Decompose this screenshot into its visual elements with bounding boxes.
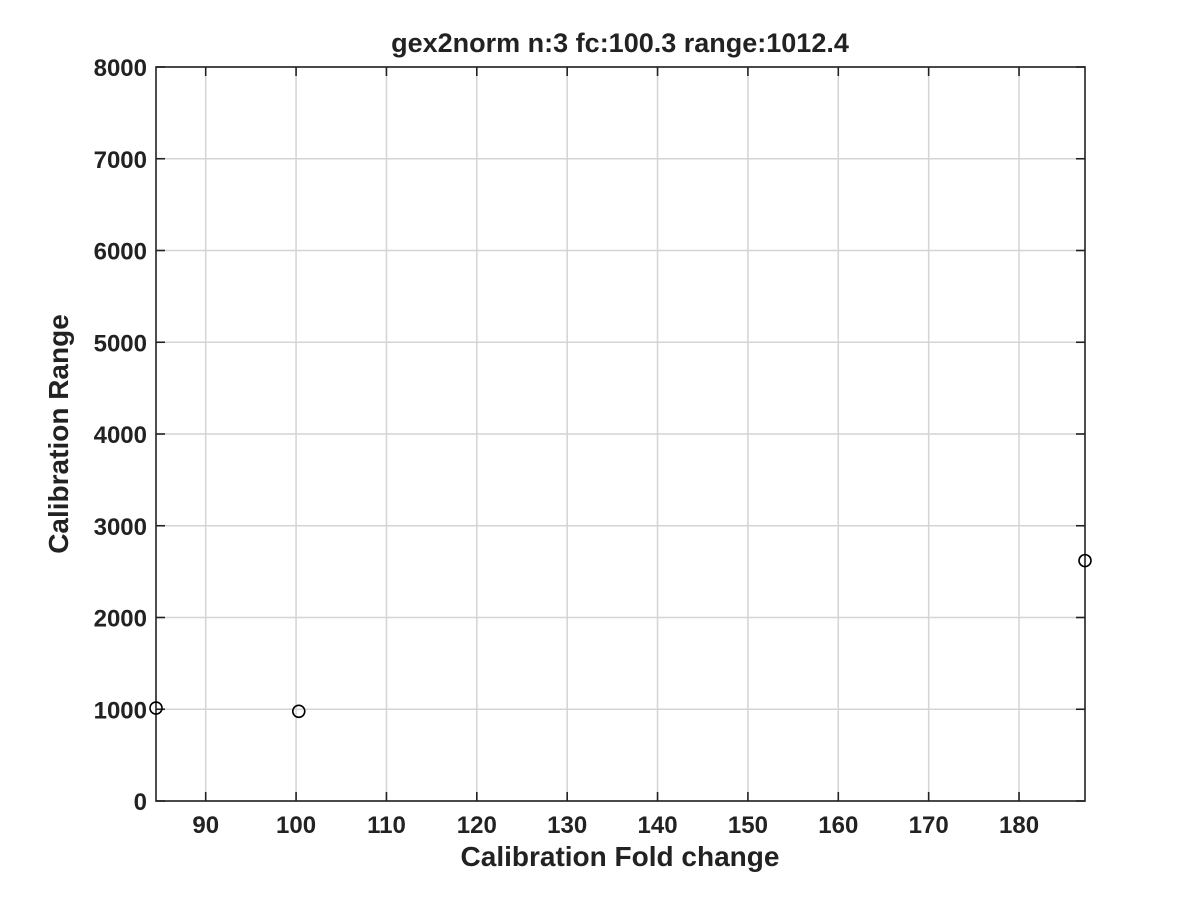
x-tick-label: 120 [457,812,497,839]
x-tick-labels: 90 100 110 120 130 140 150 160 170 180 [192,812,1039,839]
x-tick-label: 90 [192,812,219,839]
y-tick-label: 8000 [94,55,147,82]
y-tick-label: 6000 [94,239,147,266]
x-tick-label: 170 [909,812,949,839]
x-tick-label: 150 [728,812,768,839]
y-tick-label: 7000 [94,147,147,174]
y-tick-label: 5000 [94,330,147,357]
y-axis-label: Calibration Range [43,314,74,554]
y-tick-label: 4000 [94,422,147,449]
x-tick-label: 110 [367,812,406,839]
y-tick-label: 0 [134,789,147,816]
chart-title: gex2norm n:3 fc:100.3 range:1012.4 [391,28,849,58]
data-point [1078,553,1092,568]
y-tick-label: 3000 [94,514,147,541]
data-point [291,704,306,719]
x-tick-label: 130 [547,812,587,839]
data-point [149,701,163,715]
y-tick-labels: 0 1000 2000 3000 4000 5000 6000 7000 8000 [94,55,147,816]
tick-marks [156,66,1085,802]
x-tick-label: 140 [638,812,678,839]
data-points [149,553,1092,719]
x-axis-label: Calibration Fold change [461,841,780,872]
y-tick-label: 1000 [94,697,147,724]
x-tick-label: 160 [818,812,858,839]
grid-lines [156,66,1085,802]
x-tick-label: 180 [999,812,1039,839]
y-tick-label: 2000 [94,606,147,633]
x-tick-label: 100 [276,812,316,839]
